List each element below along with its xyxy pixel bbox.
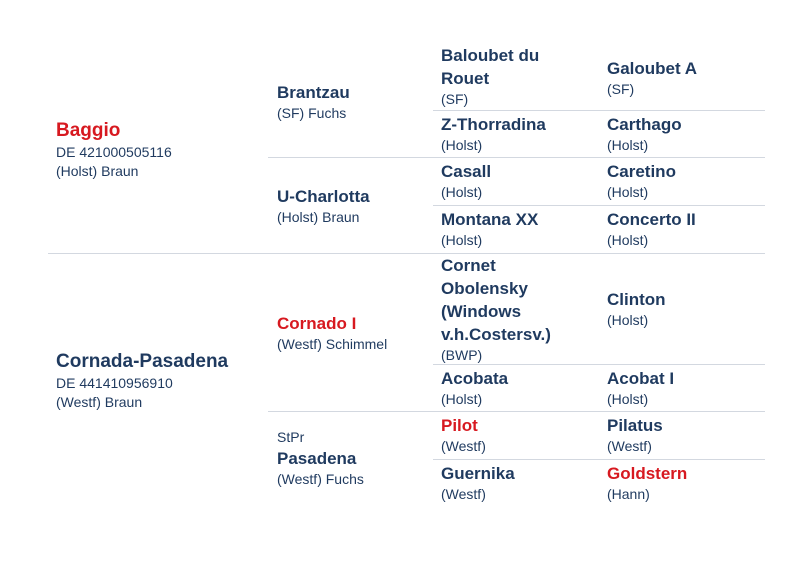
divider [268, 411, 765, 412]
ggg-info: (Westf) [607, 438, 652, 454]
ggg-name: Acobat I [607, 369, 675, 388]
great-grandparent-name-line: v.h.Costersv.) [441, 325, 551, 344]
ggg-name: Galoubet A [607, 59, 698, 78]
grandparent-prefix: StPr [277, 429, 305, 445]
great-grandparent-entry: Z-Thorradina (Holst) [441, 113, 546, 155]
great-great-grandparent-entry: Clinton (Holst) [607, 288, 666, 330]
ggg-info: (SF) [607, 81, 635, 97]
ggg-info: (Holst) [607, 232, 649, 248]
dam-registration: DE 441410956910 [56, 375, 173, 391]
ggg-name: Clinton [607, 290, 666, 309]
great-grandparent-entry: Guernika (Westf) [441, 462, 515, 504]
sire-entry: Baggio DE 421000505116 (Holst) Braun [56, 119, 172, 181]
great-grandparent-name-line: Acobata [441, 369, 509, 388]
great-grandparent-entry: Casall (Holst) [441, 160, 491, 202]
great-grandparent-entry: Baloubet du Rouet (SF) [441, 44, 539, 109]
ggg-name: Caretino [607, 162, 676, 181]
great-grandparent-name-line: Guernika [441, 464, 515, 483]
dam-info: (Westf) Braun [56, 394, 143, 410]
great-grandparent-name-line: Obolensky [441, 279, 528, 298]
great-grandparent-name-line: Z-Thorradina [441, 115, 546, 134]
grandparent-entry: StPr Pasadena (Westf) Fuchs [277, 428, 364, 489]
great-grandparent-info: (Holst) [441, 391, 483, 407]
great-great-grandparent-entry: Galoubet A (SF) [607, 57, 697, 99]
great-grandparent-name-line: Pilot [441, 416, 478, 435]
great-grandparent-info: (Westf) [441, 438, 486, 454]
divider [433, 364, 765, 365]
great-grandparent-info: (Holst) [441, 137, 483, 153]
ggg-name: Concerto II [607, 210, 696, 229]
ggg-info: (Holst) [607, 137, 649, 153]
grandparent-entry: U-Charlotta (Holst) Braun [277, 185, 370, 227]
ggg-info: (Holst) [607, 391, 649, 407]
dam-name: Cornada-Pasadena [56, 351, 229, 372]
dam-entry: Cornada-Pasadena DE 441410956910 (Westf)… [56, 350, 228, 412]
ggg-name: Goldstern [607, 464, 688, 483]
great-great-grandparent-entry: Concerto II (Holst) [607, 208, 696, 250]
ggg-name: Carthago [607, 115, 682, 134]
great-grandparent-info: (BWP) [441, 347, 483, 363]
great-great-grandparent-entry: Pilatus (Westf) [607, 414, 663, 456]
grandparent-info: (Holst) Braun [277, 209, 360, 225]
sire-registration: DE 421000505116 [56, 144, 172, 160]
great-grandparent-info: (Holst) [441, 184, 483, 200]
great-great-grandparent-entry: Caretino (Holst) [607, 160, 676, 202]
great-grandparent-entry: Montana XX (Holst) [441, 208, 538, 250]
divider [433, 459, 765, 460]
grandparent-entry: Brantzau (SF) Fuchs [277, 81, 350, 123]
ggg-name: Pilatus [607, 416, 663, 435]
great-grandparent-info: (SF) [441, 91, 469, 107]
grandparent-info: (Westf) Fuchs [277, 471, 364, 487]
great-grandparent-name-line: Rouet [441, 69, 490, 88]
grandparent-name: Pasadena [277, 449, 357, 468]
ggg-info: (Holst) [607, 312, 649, 328]
great-great-grandparent-entry: Goldstern (Hann) [607, 462, 687, 504]
grandparent-info: (Westf) Schimmel [277, 336, 388, 352]
great-grandparent-entry: Cornet Obolensky (Windows v.h.Costersv.)… [441, 254, 551, 365]
great-grandparent-info: (Holst) [441, 232, 483, 248]
divider [433, 205, 765, 206]
ggg-info: (Hann) [607, 486, 650, 502]
sire-info: (Holst) Braun [56, 163, 139, 179]
grandparent-name: U-Charlotta [277, 187, 370, 206]
sire-name: Baggio [56, 120, 121, 141]
great-grandparent-name-line: Casall [441, 162, 492, 181]
divider [433, 110, 765, 111]
divider [48, 253, 765, 254]
grandparent-name: Cornado I [277, 314, 357, 333]
grandparent-entry: Cornado I (Westf) Schimmel [277, 312, 387, 354]
great-grandparent-entry: Acobata (Holst) [441, 367, 508, 409]
great-great-grandparent-entry: Carthago (Holst) [607, 113, 682, 155]
great-grandparent-name-line: Baloubet du [441, 46, 540, 65]
great-grandparent-name-line: (Windows [441, 302, 522, 321]
great-grandparent-entry: Pilot (Westf) [441, 414, 486, 456]
grandparent-info: (SF) Fuchs [277, 105, 347, 121]
great-grandparent-name-line: Montana XX [441, 210, 539, 229]
great-great-grandparent-entry: Acobat I (Holst) [607, 367, 674, 409]
divider [268, 157, 765, 158]
great-grandparent-info: (Westf) [441, 486, 486, 502]
grandparent-name: Brantzau [277, 83, 350, 102]
great-grandparent-name-line: Cornet [441, 256, 496, 275]
ggg-info: (Holst) [607, 184, 649, 200]
